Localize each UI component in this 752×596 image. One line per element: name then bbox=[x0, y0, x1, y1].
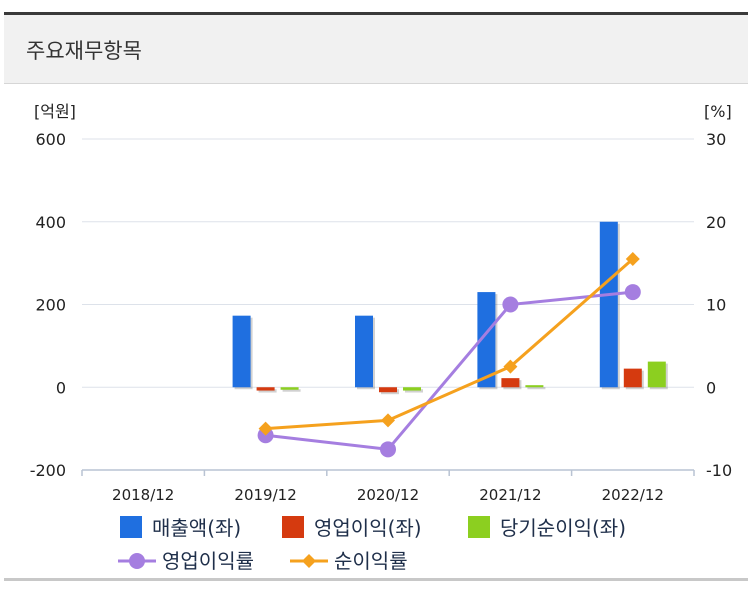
x-tick-label: 2018/12 bbox=[112, 486, 174, 504]
legend-marker-circle bbox=[129, 553, 145, 569]
x-tick-label: 2019/12 bbox=[234, 486, 296, 504]
y-left-tick-label: 400 bbox=[35, 213, 66, 232]
legend-label: 영업이익률 bbox=[162, 549, 254, 573]
financial-chart: -200 0 200 400 600 -10 0 10 20 30 [억원] [%] 2018/12 20… bbox=[0, 84, 752, 584]
bar bbox=[647, 361, 666, 388]
legend-swatch bbox=[282, 516, 304, 538]
y-right-tick-label: 10 bbox=[706, 296, 726, 315]
bar bbox=[477, 292, 496, 388]
bar bbox=[280, 387, 299, 390]
x-tick-label: 2022/12 bbox=[602, 486, 664, 504]
bar-shadow bbox=[527, 387, 546, 390]
y-left-tick-label: 200 bbox=[35, 296, 66, 315]
y-right-tick-label: -10 bbox=[706, 461, 732, 480]
line-point-diamond bbox=[503, 359, 518, 374]
legend-label: 당기순이익(좌) bbox=[500, 516, 626, 540]
section-title: 주요재무항목 bbox=[26, 39, 142, 63]
series-line bbox=[265, 257, 634, 431]
line-point-diamond bbox=[258, 421, 273, 436]
bar bbox=[525, 385, 544, 388]
bar-shadow bbox=[405, 389, 423, 393]
bar bbox=[355, 315, 373, 388]
section-header: 주요재무항목 bbox=[4, 15, 748, 84]
x-tick-label: 2021/12 bbox=[479, 486, 541, 504]
top-rule bbox=[4, 12, 748, 15]
y-right-tick-label: 30 bbox=[706, 130, 726, 149]
line-point-circle bbox=[624, 284, 641, 301]
y-left-tick-label: 600 bbox=[35, 130, 66, 149]
x-tick-label: 2020/12 bbox=[357, 486, 419, 504]
y-right-tick-label: 20 bbox=[706, 213, 726, 232]
bar-shadow bbox=[282, 389, 301, 392]
bar-shadow bbox=[258, 389, 277, 393]
bar bbox=[501, 378, 520, 388]
legend-swatch bbox=[120, 516, 142, 538]
legend-swatch bbox=[468, 516, 490, 538]
bottom-rule bbox=[4, 578, 748, 581]
y-left-unit-label: [억원] bbox=[34, 102, 76, 121]
series-line bbox=[265, 290, 633, 451]
legend-marker-diamond bbox=[302, 554, 316, 568]
bar bbox=[256, 387, 275, 391]
line-point-diamond bbox=[381, 413, 395, 428]
bar bbox=[379, 387, 397, 393]
legend-label: 순이익률 bbox=[334, 549, 408, 573]
legend-label: 매출액(좌) bbox=[152, 516, 241, 540]
line-point-diamond bbox=[625, 251, 640, 266]
legend-label: 영업이익(좌) bbox=[314, 516, 422, 540]
bar bbox=[232, 315, 251, 388]
y-right-unit-label: [%] bbox=[704, 102, 732, 121]
line-point-circle bbox=[380, 441, 396, 458]
line-point-circle bbox=[502, 296, 519, 313]
bar bbox=[403, 387, 421, 391]
chart-svg: -200 0 200 400 600 -10 0 10 20 30 [억원] [%] 2018/12 20… bbox=[30, 102, 732, 573]
bar bbox=[599, 221, 618, 388]
bar bbox=[623, 368, 642, 388]
y-left-tick-label: 0 bbox=[56, 378, 66, 397]
y-right-tick-label: 0 bbox=[706, 378, 716, 397]
y-left-tick-label: -200 bbox=[30, 461, 66, 480]
